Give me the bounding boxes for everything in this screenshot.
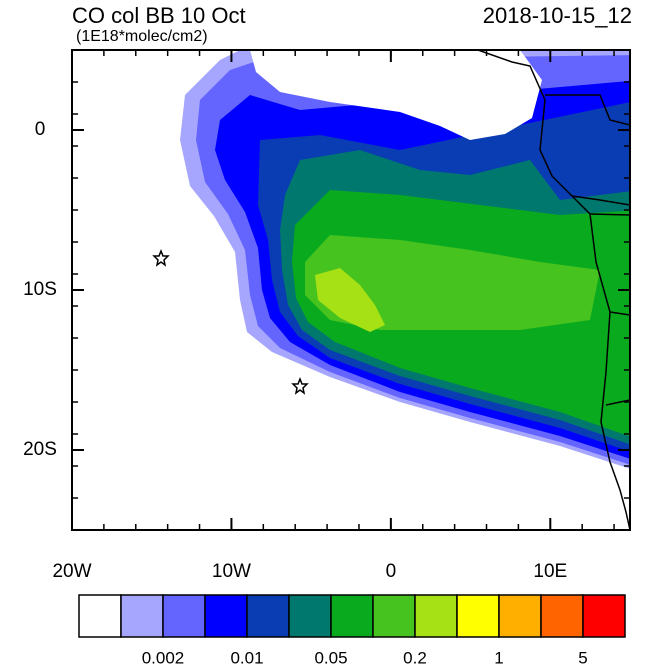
x-tick-label: 10W	[212, 561, 251, 582]
colorbar-box	[456, 594, 500, 638]
map-units: (1E18*molec/cm2)	[76, 28, 208, 45]
time-label: 2018-10-15_12	[483, 3, 632, 28]
x-tick-label: 20W	[52, 561, 91, 582]
colorbar-box	[162, 594, 206, 638]
field-region	[620, 470, 630, 530]
x-tick-label: 10E	[533, 561, 567, 582]
station-marker	[291, 376, 309, 395]
colorbar-label: 0.002	[142, 648, 185, 667]
colorbar-box	[414, 594, 458, 638]
stars	[152, 248, 309, 395]
y-tick-label: 20S	[23, 439, 57, 460]
coastline	[477, 50, 630, 530]
colorbar-box	[330, 594, 374, 638]
map-title: CO col BB 10 Oct	[72, 3, 246, 28]
field	[180, 50, 630, 530]
colorbar-box	[246, 594, 290, 638]
colorbar-label: 5	[578, 648, 587, 667]
colorbar-box	[582, 594, 626, 638]
colorbar-box	[372, 594, 416, 638]
colorbar-box	[120, 594, 164, 638]
station-marker	[152, 248, 170, 267]
border	[545, 94, 630, 406]
coastline	[477, 50, 630, 530]
field-region	[250, 50, 542, 140]
colorbar-label: 0.01	[230, 648, 263, 667]
colorbar-box	[204, 594, 248, 638]
field-region	[315, 268, 385, 332]
colorbar-box	[540, 594, 584, 638]
colorbar-label: 1	[494, 648, 503, 667]
colorbar-box	[498, 594, 542, 638]
y-tick-label: 10S	[23, 279, 57, 300]
field-region	[305, 235, 600, 330]
colorbar-box	[78, 594, 122, 638]
colorbar-box	[288, 594, 332, 638]
colorbar-label: 0.05	[314, 648, 347, 667]
y-tick-label: 0	[35, 119, 46, 140]
colorbar-label: 0.2	[403, 648, 427, 667]
x-tick-label: 0	[386, 561, 397, 582]
